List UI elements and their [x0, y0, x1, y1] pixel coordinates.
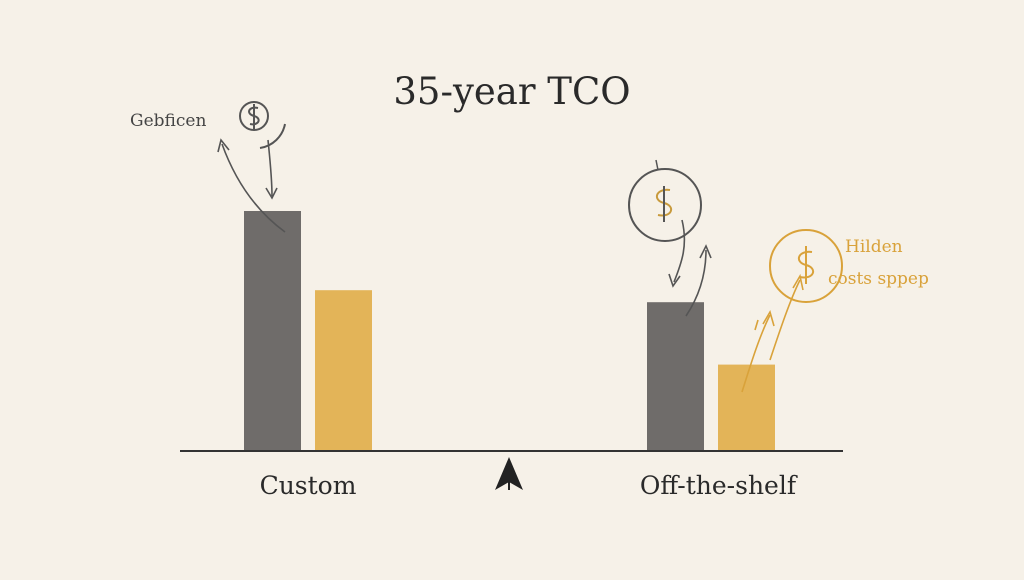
coin-icon — [628, 159, 702, 242]
arrow-up-icon — [495, 457, 523, 490]
annotation-hidden: Hilden — [845, 237, 903, 257]
bar-custom-series-1 — [244, 211, 301, 451]
bar-custom-series-2 — [315, 290, 372, 451]
chart-title: 35-year TCO — [393, 70, 630, 113]
category-label-off-the-shelf: Off-the-shelf — [640, 471, 798, 500]
category-label-custom: Custom — [260, 471, 357, 500]
bar-off-the-shelf-series-1 — [647, 302, 704, 451]
annotation-arrows-right — [668, 219, 712, 317]
annotation-arrows-left — [217, 138, 286, 233]
hidden-costs-arrows — [741, 273, 804, 393]
dollar-coin-icon — [769, 229, 843, 303]
coin-icon — [239, 101, 286, 149]
bars-group — [244, 211, 775, 451]
annotation-costs: costs sppep — [828, 269, 929, 289]
annotation-gebficen: Gebficen — [130, 111, 206, 131]
